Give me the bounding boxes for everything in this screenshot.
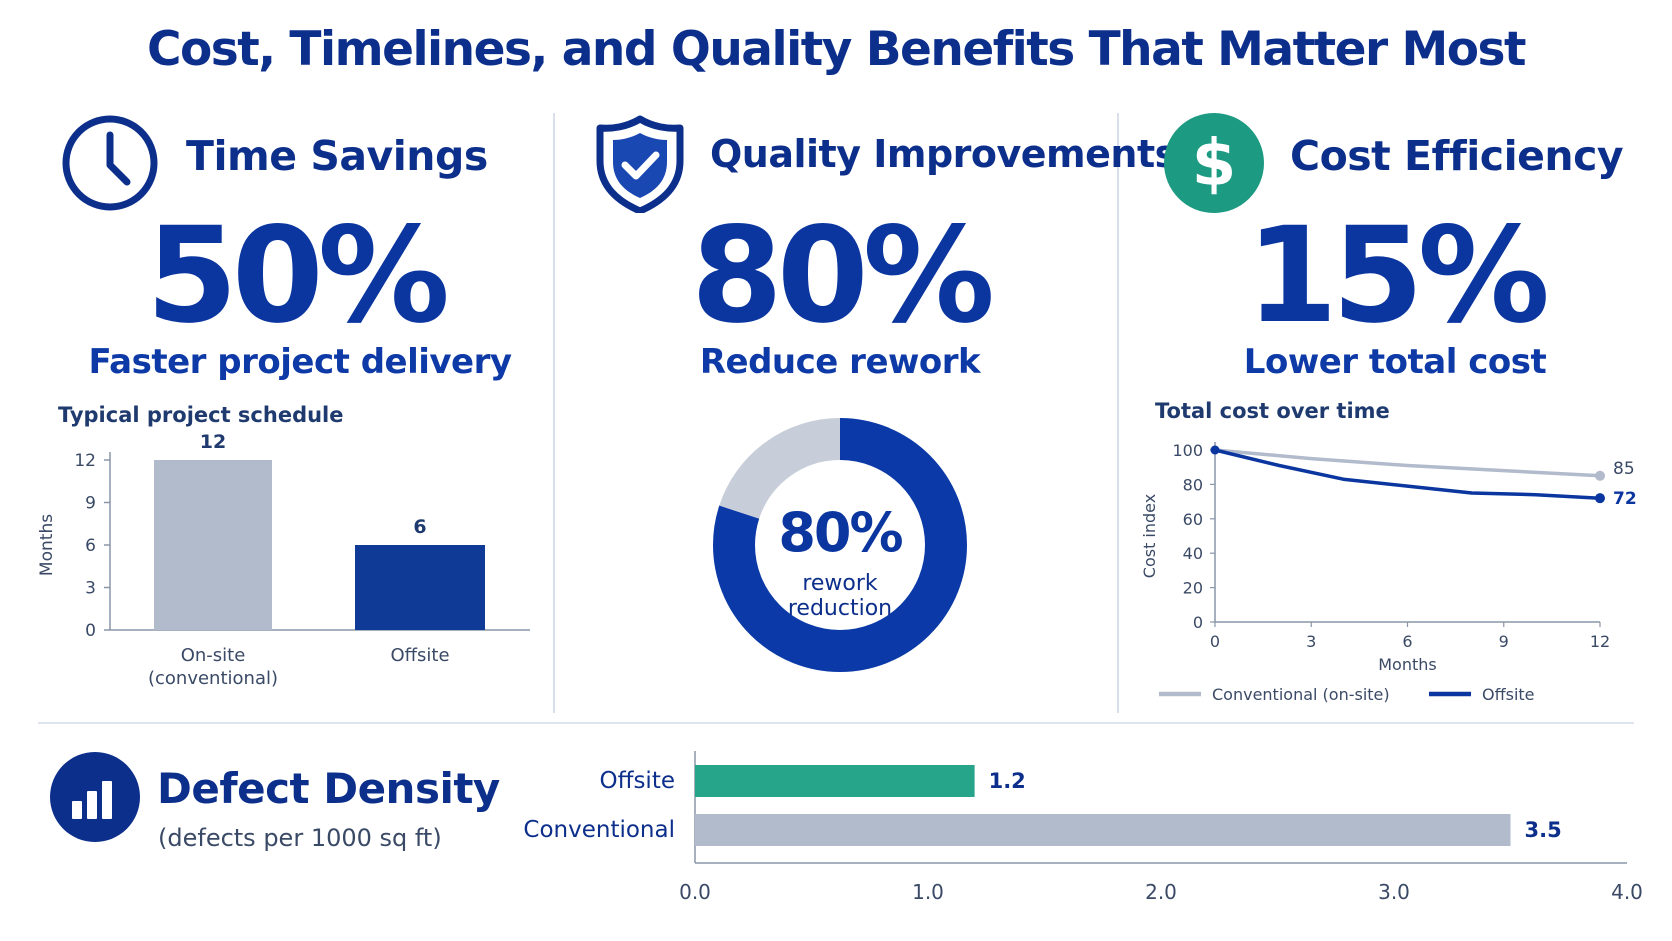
y-tick-label: 3 — [85, 579, 96, 599]
x-tick-label: Offsite — [390, 645, 449, 666]
y-tick-label: 80 — [1183, 475, 1203, 494]
y-tick-label: 12 — [74, 451, 96, 471]
x-tick-label: 0 — [1210, 632, 1220, 651]
bar-value-label: 12 — [200, 431, 226, 453]
defect-density-subtitle: (defects per 1000 sq ft) — [158, 824, 442, 852]
cost-title: Cost Efficiency — [1290, 132, 1624, 180]
x-tick-label: 2.0 — [1145, 880, 1177, 904]
bar — [355, 545, 485, 630]
x-tick-label: 3 — [1306, 632, 1316, 651]
y-tick-label: 0 — [85, 621, 96, 641]
bar-chart-icon — [50, 752, 140, 842]
bar — [154, 460, 272, 630]
time-savings-title: Time Savings — [186, 132, 488, 180]
defect-bar-chart: Offsite 1.2 Conventional 3.5 0.0 1.0 2.0 3.0 4.0 — [523, 751, 1643, 904]
schedule-bar-chart: 0 3 6 9 12 Months 12 On-site(conventional) 6 Offs… — [37, 431, 530, 689]
y-axis-label: Months — [37, 514, 57, 576]
series-line — [1213, 448, 1602, 500]
cost-line-chart: 0 20 40 60 80 100 0 3 6 9 12 Months Cost index 85 72 Co… — [1140, 441, 1637, 704]
bar-value-label: 1.2 — [989, 769, 1026, 793]
quality-caption: Reduce rework — [699, 342, 981, 382]
divider-right — [1117, 113, 1119, 713]
legend-label: Offsite — [1482, 685, 1535, 704]
y-tick-label: 100 — [1172, 441, 1203, 460]
bar-value-label: 3.5 — [1525, 818, 1562, 842]
y-tick-label: 9 — [85, 494, 96, 514]
series-end-label: 72 — [1613, 489, 1637, 509]
donut-center-label: rework — [802, 571, 878, 596]
schedule-chart-title: Typical project schedule — [58, 403, 344, 427]
time-savings-caption: Faster project delivery — [88, 342, 512, 382]
x-tick-label: 1.0 — [912, 880, 944, 904]
y-tick-label: 0 — [1193, 613, 1203, 632]
series-line — [1213, 448, 1602, 478]
y-tick-label: Conventional — [523, 817, 675, 843]
time-savings-stat: 50% — [146, 199, 450, 353]
quality-stat: 80% — [691, 199, 995, 353]
x-tick-label: 12 — [1590, 632, 1610, 651]
donut-center-value: 80% — [778, 501, 902, 564]
x-tick-label: 4.0 — [1611, 880, 1643, 904]
divider-horizontal — [38, 722, 1634, 724]
x-tick-label: 3.0 — [1378, 880, 1410, 904]
quality-title: Quality Improvements — [710, 132, 1177, 176]
x-tick-label: 9 — [1499, 632, 1509, 651]
clock-icon — [60, 113, 160, 213]
svg-text:$: $ — [1192, 127, 1237, 201]
y-tick-label: 60 — [1183, 510, 1203, 529]
series-point — [1595, 493, 1605, 504]
y-tick-label: 20 — [1183, 579, 1203, 598]
cost-chart-title: Total cost over time — [1155, 399, 1390, 423]
series-point — [1210, 445, 1220, 455]
cost-stat: 15% — [1246, 199, 1550, 353]
defect-density-title: Defect Density — [157, 764, 500, 813]
donut-center-label: reduction — [788, 596, 892, 621]
series-point — [1595, 470, 1605, 481]
y-tick-label: Offsite — [600, 768, 676, 794]
x-tick-label: (conventional) — [148, 668, 278, 689]
donut-slice — [713, 418, 967, 672]
shield-check-icon — [590, 113, 690, 215]
x-axis-label: Months — [1378, 655, 1436, 674]
cost-caption: Lower total cost — [1243, 342, 1547, 382]
page-title: Cost, Timelines, and Quality Benefits Th… — [146, 22, 1527, 77]
x-tick-label: 6 — [1402, 632, 1412, 651]
legend-label: Conventional (on-site) — [1212, 685, 1390, 704]
y-tick-label: 6 — [85, 536, 96, 556]
divider-left — [553, 113, 555, 713]
x-tick-label: On-site — [181, 645, 246, 666]
x-tick-label: 0.0 — [679, 880, 711, 904]
y-axis-label: Cost index — [1140, 494, 1159, 578]
bar — [695, 814, 1511, 846]
dollar-icon: $ — [1164, 113, 1264, 213]
bar — [695, 765, 975, 797]
y-tick-label: 40 — [1183, 544, 1203, 563]
series-end-label: 85 — [1613, 459, 1635, 479]
bar-value-label: 6 — [413, 516, 426, 538]
